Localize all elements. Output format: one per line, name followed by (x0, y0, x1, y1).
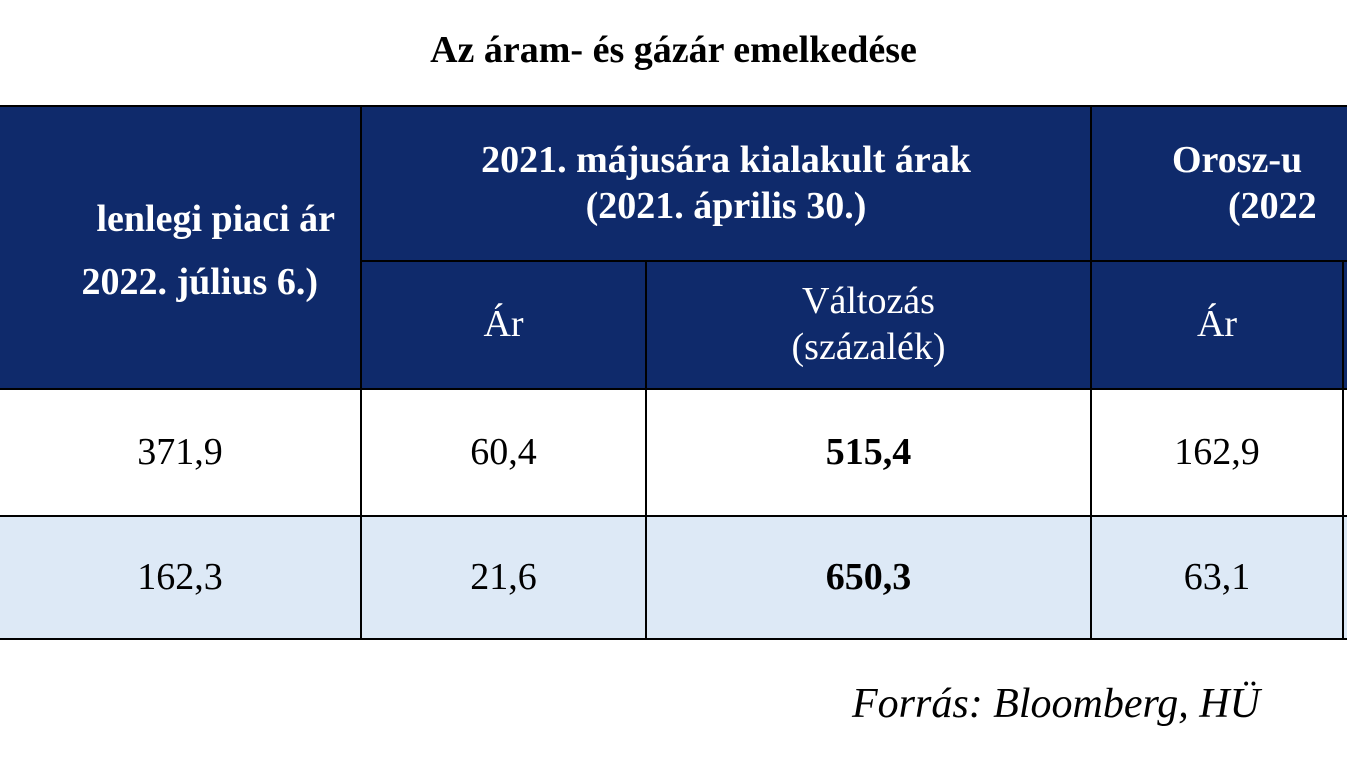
header-text: Változás (802, 280, 935, 323)
table-title: Az áram- és gázár emelkedése (430, 29, 917, 71)
header-text: Ár (483, 303, 524, 346)
table-cell: 515,4 (645, 388, 1092, 517)
cell-value: 371,9 (137, 430, 223, 473)
cell-value: 63,1 (1183, 555, 1251, 598)
source-note: Forrás: Bloomberg, HÜ (852, 681, 1260, 727)
header-text: 2022. július 6.) (81, 261, 318, 303)
table-cell (1342, 388, 1347, 517)
table-cell: 650,3 (645, 515, 1092, 640)
cell-value: 650,3 (825, 555, 912, 598)
table-cell: 162,9 (1090, 388, 1344, 517)
header-text: (2022 (1228, 184, 1317, 227)
header-text: Ár (1196, 303, 1238, 346)
table-cell (1342, 515, 1347, 640)
table-cell: 162,3 (0, 515, 362, 640)
header-cell: 2021. májusára kialakult árak (2021. ápr… (360, 105, 1092, 262)
table-cell: 63,1 (1090, 515, 1344, 640)
header-text: Orosz-u (1172, 138, 1303, 181)
header-cell: Orosz-u (2022 (1090, 105, 1347, 262)
cell-value: 162,3 (137, 555, 223, 598)
table-cell: 60,4 (360, 388, 647, 517)
cell-value: 515,4 (825, 430, 912, 473)
table-cell: 21,6 (360, 515, 647, 640)
cell-value: 21,6 (470, 555, 537, 598)
header-cell (0, 105, 362, 390)
header-text: lenlegi piaci ár (96, 198, 335, 240)
header-cell: Ár (1090, 260, 1344, 390)
cell-value: 162,9 (1174, 430, 1260, 473)
header-text: (százalék) (791, 326, 946, 368)
cell-value: 60,4 (470, 430, 537, 473)
header-cell: Ár (360, 260, 647, 390)
table-cell: 371,9 (0, 388, 362, 517)
header-text: 2021. májusára kialakult árak (481, 138, 971, 181)
header-cell (1342, 260, 1347, 390)
header-cell: Változás (százalék) (645, 260, 1092, 390)
header-text: (2021. április 30.) (585, 184, 867, 227)
